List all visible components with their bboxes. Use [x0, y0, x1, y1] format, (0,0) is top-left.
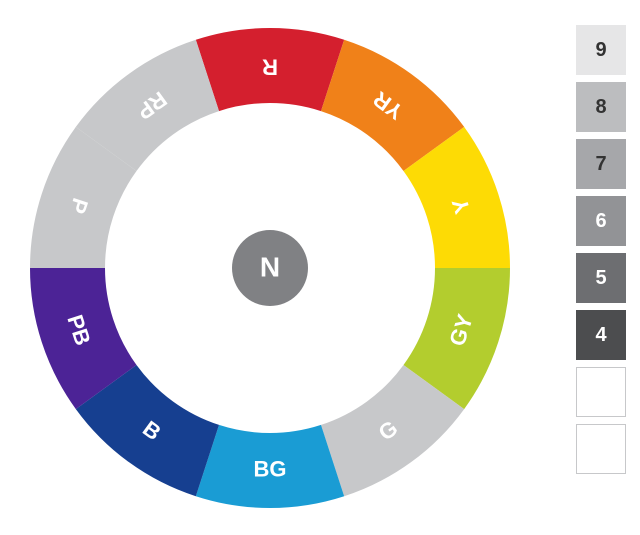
wheel-label-r: R [262, 55, 278, 80]
value-swatch-empty [576, 424, 626, 474]
wheel-label-bg: BG [254, 456, 287, 481]
value-swatch-label: 6 [595, 210, 606, 233]
value-swatch-7: 7 [576, 139, 626, 189]
value-swatch-label: 8 [595, 96, 606, 119]
value-swatch-empty [576, 367, 626, 417]
value-swatch-label: 5 [595, 267, 606, 290]
value-swatch-9: 9 [576, 25, 626, 75]
value-swatch-8: 8 [576, 82, 626, 132]
value-swatch-label: 9 [595, 39, 606, 62]
value-swatch-6: 6 [576, 196, 626, 246]
value-swatch-label: 7 [595, 153, 606, 176]
value-swatch-4: 4 [576, 310, 626, 360]
wheel-center-label: N [260, 251, 280, 282]
value-swatch-label: 4 [595, 324, 606, 347]
value-swatch-5: 5 [576, 253, 626, 303]
color-wheel: RYRYGYGBGBPBPRPN [0, 0, 540, 535]
